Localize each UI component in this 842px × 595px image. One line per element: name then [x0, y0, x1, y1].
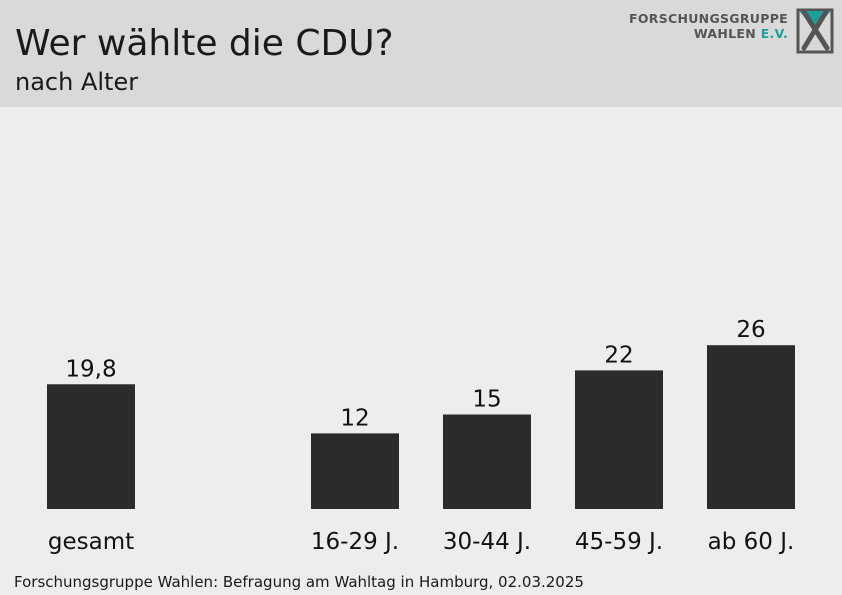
- bar-0: [47, 384, 135, 509]
- value-label-2: 15: [472, 387, 501, 413]
- category-label-4: ab 60 J.: [708, 529, 795, 555]
- category-label-1: 16-29 J.: [311, 529, 399, 555]
- header-band: Wer wählte die CDU? nach Alter FORSCHUNG…: [0, 0, 842, 107]
- value-label-0: 19,8: [65, 356, 116, 382]
- value-label-4: 26: [736, 317, 765, 343]
- value-label-3: 22: [604, 342, 633, 368]
- bar-1: [311, 433, 399, 509]
- chart-subtitle: nach Alter: [15, 68, 139, 96]
- logo-line-2-accent: E.V.: [760, 26, 788, 41]
- bar-4: [707, 345, 795, 509]
- logo-x-icon: [796, 8, 834, 54]
- bar-3: [575, 370, 663, 509]
- logo-line-2-main: WAHLEN: [693, 26, 761, 41]
- category-label-2: 30-44 J.: [443, 529, 531, 555]
- bar-2: [443, 414, 531, 509]
- logo-wordmark: FORSCHUNGSGRUPPE WAHLEN E.V.: [629, 11, 788, 41]
- value-label-1: 12: [340, 405, 369, 431]
- source-note: Forschungsgruppe Wahlen: Befragung am Wa…: [14, 573, 584, 591]
- category-label-0: gesamt: [48, 529, 134, 555]
- logo-line-1: FORSCHUNGSGRUPPE: [629, 11, 788, 26]
- chart-title: Wer wählte die CDU?: [15, 23, 394, 64]
- category-label-3: 45-59 J.: [575, 529, 663, 555]
- logo-line-2: WAHLEN E.V.: [629, 26, 788, 41]
